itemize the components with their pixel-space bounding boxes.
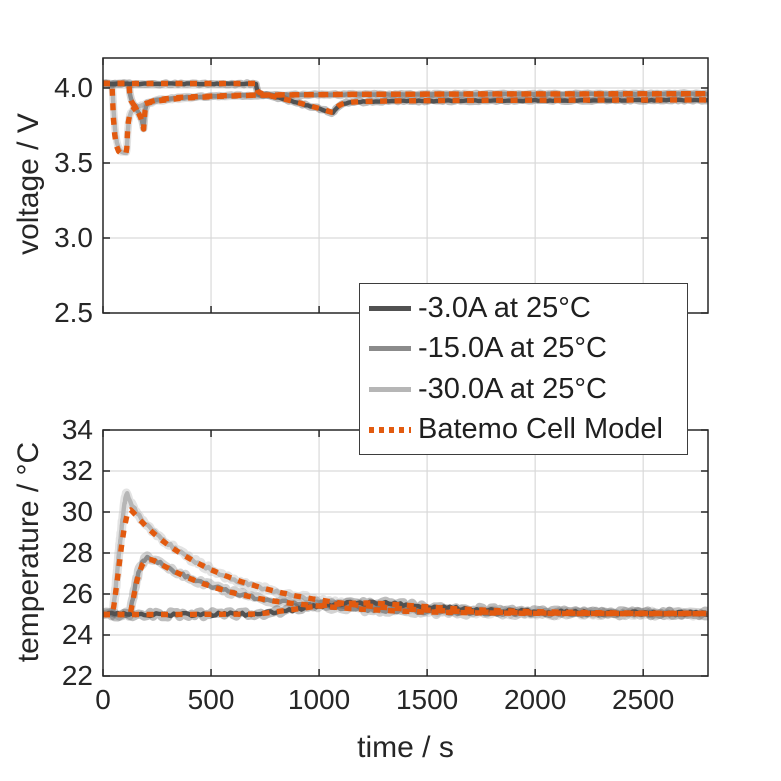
y-tick-label: 26 [61,578,93,609]
series--15.0a-at-25-c-measurement-halo [103,79,708,133]
legend-line-sample-batemo-model [369,426,411,433]
legend-line-sample-30a [369,386,411,392]
legend-label-15a: -15.0A at 25°C [418,332,607,365]
y-tick-label: 24 [61,619,93,650]
x-tick-label: 500 [187,684,235,715]
series-batemo-cell-model--3.0a [103,80,708,115]
legend: -3.0A at 25°C -15.0A at 25°C -30.0A at 2… [359,283,688,455]
curves-plot1 [103,488,708,622]
y-tick-label: 2.5 [54,297,93,328]
series-batemo-cell-model--3.0a [103,600,708,618]
time-axis-label: time / s [357,731,454,764]
legend-item-15a: -15.0A at 25°C [369,332,687,365]
x-tick-label: 1500 [395,684,459,715]
legend-item-batemo-model: Batemo Cell Model [369,413,687,446]
y-tick-label: 30 [61,496,93,527]
x-tick-label: 1000 [287,684,351,715]
series-batemo-cell-model--15.0a [103,80,708,132]
y-tick-label: 3.5 [54,147,93,178]
curves-plot0 [103,79,708,157]
x-tick-label: 2500 [612,684,675,715]
grid-plot1 [103,430,708,676]
legend-line-sample-15a [369,346,411,352]
y-tick-label: 4.0 [54,72,93,103]
y-tick-label: 22 [61,660,93,691]
y-tick-label: 28 [61,537,93,568]
y-tick-label: 34 [61,414,93,445]
y-tick-label: 3.0 [54,222,93,253]
x-tick-label: 2000 [503,684,567,715]
x-tick-label: 0 [95,684,111,715]
legend-label-batemo-model: Batemo Cell Model [418,413,663,446]
legend-label-3a: -3.0A at 25°C [418,291,591,324]
y-tick-label: 32 [61,455,93,486]
legend-label-30a: -30.0A at 25°C [418,372,607,405]
legend-line-sample-3a [369,305,411,311]
legend-item-3a: -3.0A at 25°C [369,292,687,325]
legend-item-30a: -30.0A at 25°C [369,373,687,406]
